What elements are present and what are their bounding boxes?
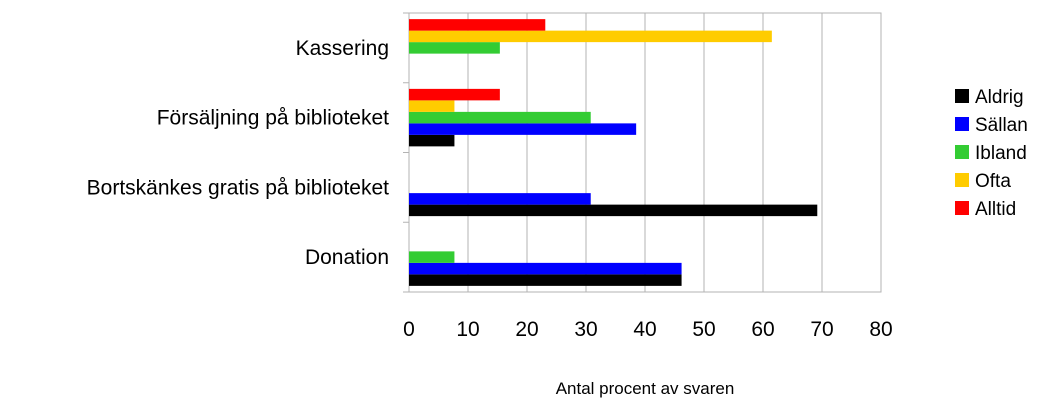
bar-alltid-2 (409, 88, 500, 101)
bar-sällan-0 (409, 262, 682, 275)
legend-swatch-sällan (955, 117, 969, 131)
bar-aldrig-2 (409, 134, 455, 147)
bar-aldrig-1 (409, 204, 818, 217)
legend-label-sällan: Sällan (975, 115, 1028, 136)
bar-sällan-2 (409, 123, 637, 135)
x-tick-label: 10 (456, 318, 479, 341)
x-tick-label: 20 (515, 318, 538, 341)
category-label: Bortskänkes gratis på biblioteket (87, 176, 389, 199)
bar-ibland-3 (409, 42, 500, 54)
x-tick-label: 30 (574, 318, 597, 341)
legend-label-alltid: Alltid (975, 199, 1016, 220)
category-labels: Donation Bortskänkes gratis på biblioteke… (87, 37, 389, 269)
legend: Aldrig Sällan Ibland Ofta Alltid (955, 87, 1028, 220)
x-tick-label: 60 (751, 318, 774, 341)
category-label: Försäljning på biblioteket (157, 107, 389, 130)
category-label: Donation (305, 246, 389, 269)
category-label: Kassering (296, 37, 389, 60)
x-tick-labels: 0 10 20 30 40 50 60 70 80 (403, 318, 893, 341)
bar-ofta-3 (409, 30, 772, 43)
bar-alltid-3 (409, 19, 546, 31)
x-tick-label: 0 (403, 318, 415, 341)
x-axis-title: Antal procent av svaren (556, 379, 735, 398)
bar-ofta-2 (409, 100, 455, 112)
bar-ibland-0 (409, 251, 455, 263)
gridlines (408, 12, 882, 293)
x-tick-label: 80 (869, 318, 892, 341)
x-tick-label: 40 (633, 318, 656, 341)
bar-sällan-1 (409, 193, 591, 205)
bar-aldrig-0 (409, 274, 682, 286)
legend-swatch-aldrig (955, 89, 969, 103)
bar-ibland-2 (409, 111, 591, 124)
x-tick-label: 50 (692, 318, 715, 341)
legend-label-aldrig: Aldrig (975, 87, 1024, 108)
legend-label-ibland: Ibland (975, 143, 1027, 164)
y-axis-ticks (403, 12, 409, 293)
x-tick-label: 70 (810, 318, 833, 341)
legend-swatch-ibland (955, 145, 969, 159)
legend-swatch-alltid (955, 201, 969, 215)
bars (409, 19, 818, 286)
legend-label-ofta: Ofta (975, 171, 1011, 192)
legend-swatch-ofta (955, 173, 969, 187)
